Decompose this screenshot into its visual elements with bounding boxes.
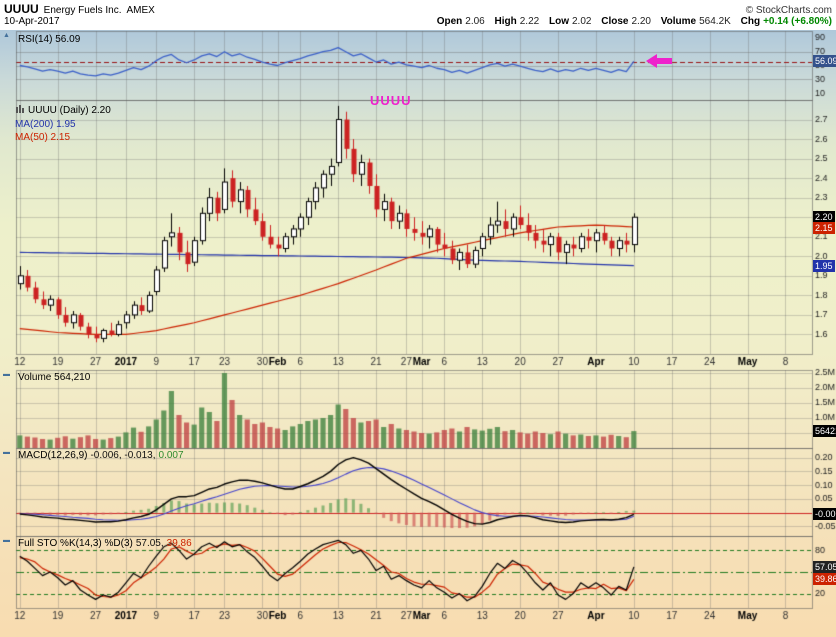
copyright-notice: © StockCharts.com [745,5,832,16]
sto-k-value-box: 57.05 [813,560,836,573]
close-value-box: 2.20 [813,211,835,224]
chart-area: ▲ ▬ ▬ ▬ RSI(14) 56.09 UUUU (Daily) 2.20 … [0,30,836,637]
open-label: Open [436,16,463,27]
ma200-legend: MA(200) 1.95 [15,119,76,130]
sto-legend: Full STO %K(14,3) %D(3) 57.05, 39.86 [18,537,192,550]
sto-d-value-box: 39.86 [813,573,836,586]
sto-panel-handle-icon[interactable]: ▬ [3,537,10,544]
low-value: 2.02 [572,16,592,27]
low-label: Low [549,16,569,27]
volume-legend: Volume 564,210 [18,371,90,384]
macd-legend: MACD(12,26,9) -0.006, -0.013, 0.007 [18,449,184,462]
chart-header: UUUU Energy Fuels Inc. AMEX © StockChart… [0,0,836,30]
price-legend-title-row: UUUU (Daily) 2.20 [15,104,111,118]
exchange-name: AMEX [126,5,155,16]
macd-value-box: -0.006 [813,508,836,521]
open-value: 2.06 [465,16,485,27]
macd-legend-label: MACD(12,26,9) [18,450,88,461]
sto-k-value: 57.05, [135,538,164,549]
sto-legend-label: Full STO %K(14,3) %D(3) [18,538,133,549]
price-legend: UUUU (Daily) 2.20 MA(200) 1.95 MA(50) 2.… [15,104,111,144]
high-label: High [494,16,517,27]
rsi-legend: RSI(14) 56.09 [18,33,80,46]
volume-panel-handle-icon[interactable]: ▬ [3,371,10,378]
close-label: Close [601,16,629,27]
macd-legend-values: -0.006, -0.013, [90,450,156,461]
chart-plot-canvas [0,30,836,637]
candlestick-icon [15,104,25,118]
ma200-value-box: 1.95 [813,259,835,272]
ma50-legend: MA(50) 2.15 [15,132,71,143]
header-title-row: UUUU Energy Fuels Inc. AMEX © StockChart… [0,0,836,16]
ohlc-quote: Open 2.06 High 2.22 Low 2.02 Close 2.20 Volu… [430,16,832,27]
company-name: Energy Fuels Inc. [43,5,122,16]
macd-panel-handle-icon[interactable]: ▬ [3,449,10,456]
chart-date: 10-Apr-2017 [4,16,60,27]
rsi-panel-collapse-icon[interactable]: ▲ [3,32,10,39]
ma50-value-box: 2.15 [813,221,835,234]
annotation-symbol-text: UUUU [370,93,412,108]
chg-label: Chg [740,16,761,27]
header-quote-row: 10-Apr-2017 Open 2.06 High 2.22 Low 2.02 Cl… [0,15,836,27]
sto-d-value: 39.86 [166,538,192,549]
volume-value-box: 56421 [813,425,836,438]
price-legend-title: UUUU (Daily) 2.20 [28,105,111,116]
rsi-legend-label: RSI(14) 56.09 [18,34,81,45]
close-value: 2.20 [631,16,651,27]
volume-legend-label: Volume 564,210 [18,372,91,383]
high-value: 2.22 [519,16,540,27]
volume-label: Volume [660,16,697,27]
macd-legend-hist-value: 0.007 [158,450,184,461]
chg-value: +0.14 (+6.80%) [763,16,832,27]
annotation-arrow-icon [646,54,672,69]
volume-value: 564.2K [699,16,731,27]
ticker-symbol: UUUU [4,2,39,16]
rsi-value-box: 56.09 [813,55,836,68]
